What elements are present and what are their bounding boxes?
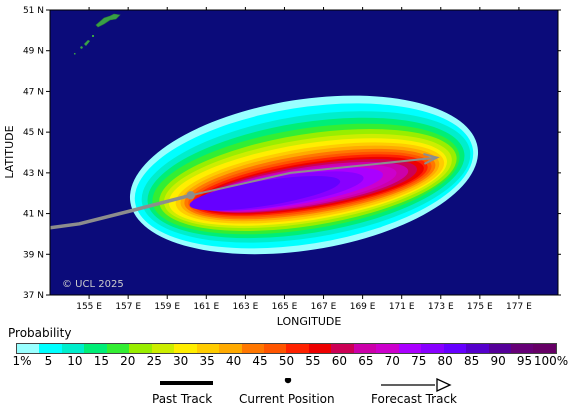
colorbar-swatch (443, 344, 467, 353)
lon-tick-label: 165 E (272, 302, 298, 312)
kuril-island-2 (84, 40, 90, 46)
lat-tick-label: 43 N (23, 169, 44, 179)
colorbar-tick-label: 80 (437, 354, 453, 368)
colorbar-tick-label: 75 (411, 354, 427, 368)
land-islands (74, 13, 121, 55)
forecast-track-arrowhead (423, 153, 440, 165)
colorbar-swatch (219, 344, 242, 353)
lon-tick-label: 157 E (115, 302, 141, 312)
colorbar-tick-label: 1% (12, 354, 32, 368)
past-track-line-icon (160, 381, 213, 385)
longitude-tick-labels: 155 E 157 E 159 E 161 E 163 E 165 E 167 E 169 E… (76, 302, 532, 312)
colorbar-tick-label: 90 (490, 354, 506, 368)
lat-tick-label: 49 N (23, 47, 44, 57)
forecast-track-line (190, 156, 438, 197)
current-position-label: Current Position (239, 392, 335, 406)
colorbar-swatch (263, 344, 287, 353)
colorbar-tick-label: 5 (44, 354, 53, 368)
colorbar-swatch (241, 344, 264, 353)
probability-contour-95 (189, 175, 341, 211)
colorbar-swatch (308, 344, 332, 353)
past-track-label: Past Track (152, 392, 213, 406)
colorbar-swatch (84, 344, 107, 353)
lon-tick-label: 169 E (350, 302, 376, 312)
colorbar-swatch (353, 344, 377, 353)
colorbar-tick-label: 40 (225, 354, 242, 368)
storm-track (50, 153, 440, 230)
key-forecast-track: Forecast Track (368, 378, 478, 408)
colorbar-swatch (17, 344, 40, 353)
legend-title: Probability (8, 326, 72, 340)
latitude-tick-labels: 51 N 49 N 47 N 45 N 43 N 41 N 39 N 37 N (23, 6, 44, 301)
colorbar-tick-label: 35 (199, 354, 215, 368)
forecast-track-arrow-icon (381, 378, 452, 392)
probability-field (129, 95, 479, 255)
colorbar-tick-label: 70 (384, 354, 400, 368)
lat-tick-label: 39 N (23, 250, 44, 260)
lon-tick-label: 163 E (233, 302, 259, 312)
lon-tick-label: 159 E (154, 302, 180, 312)
colorbar-swatch (39, 344, 62, 353)
colorbar-swatch (510, 344, 534, 353)
colorbar-swatch (466, 344, 489, 353)
probability-colorbar-labels: 1% 5 10 15 20 25 30 35 40 45 50 55 60 65 70 75 80 85 90 95 1… (0, 354, 580, 368)
colorbar-tick-label: 20 (120, 354, 136, 368)
colorbar-swatch (286, 344, 309, 353)
forecast-track-label: Forecast Track (371, 392, 457, 406)
colorbar-tick-label: 30 (173, 354, 189, 368)
lon-tick-label: 173 E (428, 302, 454, 312)
colorbar-tick-label: 50 (278, 354, 295, 368)
colorbar-swatch (129, 344, 152, 353)
lon-tick-label: 167 E (311, 302, 337, 312)
colorbar-swatch (331, 344, 354, 353)
current-position-marker (186, 191, 195, 200)
colorbar-tick-label: 100% (533, 354, 569, 368)
lon-tick-label: 177 E (506, 302, 532, 312)
past-track-line (50, 193, 192, 230)
lat-tick-label: 51 N (23, 6, 44, 16)
lat-tick-label: 47 N (23, 87, 44, 97)
lon-tick-label: 155 E (76, 302, 102, 312)
key-past-track: Past Track (140, 378, 250, 408)
colorbar-tick-label: 10 (67, 354, 83, 368)
plot-frame (49, 9, 559, 296)
colorbar-swatch (196, 344, 220, 353)
lon-tick-label: 175 E (467, 302, 493, 312)
colorbar-tick-label: 25 (146, 354, 162, 368)
colorbar-tick-label: 15 (93, 354, 109, 368)
colorbar-swatch (376, 344, 399, 353)
colorbar-tick-label: 85 (464, 354, 480, 368)
key-current-position: Current Position (232, 378, 362, 408)
colorbar-swatch (61, 344, 85, 353)
x-axis-title: LONGITUDE (277, 315, 342, 328)
colorbar-swatch (421, 344, 444, 353)
watermark: © UCL 2025 (62, 279, 124, 290)
colorbar-swatch (488, 344, 511, 353)
colorbar-tick-label: 45 (252, 354, 268, 368)
lon-tick-label: 161 E (193, 302, 219, 312)
storm-probability-map: © UCL 2025 155 E 157 E 159 E 161 E 163 E 165 … (3, 6, 561, 328)
colorbar-tick-label: 55 (305, 354, 321, 368)
colorbar-swatch (533, 344, 556, 353)
lon-tick-label: 171 E (389, 302, 415, 312)
lat-tick-label: 45 N (23, 128, 44, 138)
colorbar-swatch (174, 344, 197, 353)
colorbar-tick-label: 65 (358, 354, 374, 368)
colorbar-tick-label: 60 (331, 354, 348, 368)
probability-colorbar (16, 343, 557, 354)
kuril-island-5 (74, 53, 76, 55)
lat-tick-label: 37 N (23, 291, 44, 301)
kuril-island-1 (95, 13, 121, 28)
colorbar-swatch (151, 344, 175, 353)
colorbar-swatch (106, 344, 130, 353)
kuril-island-3 (80, 46, 83, 49)
y-axis-title: LATITUDE (3, 125, 16, 178)
lat-tick-label: 41 N (23, 210, 44, 220)
colorbar-tick-label: 95 (516, 354, 533, 368)
colorbar-swatch (398, 344, 422, 353)
current-position-dot-icon (284, 378, 292, 384)
kuril-island-4 (92, 35, 94, 37)
